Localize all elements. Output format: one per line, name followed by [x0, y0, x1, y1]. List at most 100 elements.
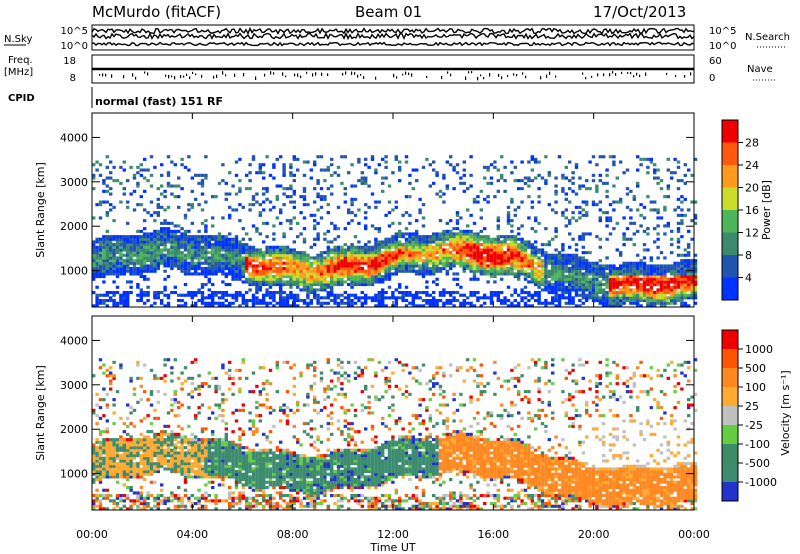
range-cell [425, 243, 429, 247]
range-cell [653, 240, 657, 244]
range-cell [187, 272, 191, 276]
range-cell [585, 261, 589, 265]
range-cell [513, 251, 517, 255]
noise-trace [91, 31, 695, 41]
range-cell [394, 299, 398, 303]
range-cell [557, 264, 562, 268]
range-cell [418, 267, 422, 271]
range-cell [149, 269, 154, 273]
range-cell [564, 176, 568, 180]
range-cell [139, 454, 143, 458]
range-cell [279, 280, 283, 284]
range-cell [146, 462, 150, 466]
range-cell [469, 256, 473, 260]
range-cell [139, 432, 143, 436]
range-cell [282, 251, 286, 255]
range-cell [316, 192, 320, 196]
range-cell [326, 251, 330, 255]
range-cell [285, 187, 290, 191]
range-cell [221, 261, 225, 265]
date-title: 17/Oct/2013 [593, 3, 686, 21]
range-cell [452, 235, 456, 239]
range-cell [384, 176, 388, 180]
range-cell [187, 376, 191, 380]
range-cell [557, 253, 562, 257]
range-cell [160, 440, 164, 444]
range-cell [197, 467, 201, 471]
range-cell [486, 168, 490, 172]
range-cell [598, 299, 602, 303]
range-cell [183, 464, 188, 468]
range-cell [673, 288, 677, 292]
range-cell [265, 264, 269, 268]
range-cell [455, 277, 460, 281]
range-cell [112, 235, 116, 239]
range-cell [166, 227, 171, 231]
range-cell [347, 283, 351, 287]
range-cell [204, 227, 208, 231]
range-cell [649, 285, 653, 289]
range-cell [323, 267, 327, 271]
range-cell [228, 272, 232, 276]
range-cell [197, 456, 201, 460]
range-cell [194, 251, 198, 255]
range-cell [673, 272, 677, 276]
range-cell [129, 443, 133, 447]
range-cell [187, 451, 191, 455]
range-cell [163, 374, 167, 378]
range-cell [595, 299, 599, 303]
range-cell [619, 304, 623, 308]
range-cell [221, 269, 225, 273]
range-cell [459, 253, 463, 257]
range-cell [496, 179, 500, 183]
range-cell [262, 293, 266, 297]
range-cell [653, 275, 657, 279]
range-cell [415, 264, 419, 268]
range-cell [187, 440, 191, 444]
range-cell [608, 291, 613, 295]
range-cell [262, 253, 266, 257]
range-cell [353, 213, 358, 217]
range-cell [687, 261, 691, 265]
nave-point [99, 74, 101, 76]
range-cell [255, 171, 259, 175]
range-cell [670, 176, 674, 180]
range-cell [180, 446, 184, 450]
range-cell [353, 301, 358, 305]
range-cell [683, 197, 687, 201]
range-cell [112, 264, 116, 268]
range-cell [418, 251, 422, 255]
range-cell [370, 269, 375, 273]
range-cell [265, 261, 269, 265]
range-cell [170, 432, 174, 436]
range-cell [472, 293, 477, 297]
range-cell [387, 240, 392, 244]
range-cell [343, 269, 347, 273]
range-cell [690, 269, 694, 273]
range-cell [285, 293, 290, 297]
range-cell [568, 256, 572, 260]
range-cell [319, 253, 324, 257]
range-cell [197, 496, 201, 500]
range-cell [690, 272, 694, 276]
range-cell [105, 454, 109, 458]
range-cell [506, 267, 511, 271]
range-cell [595, 189, 599, 193]
range-cell [265, 293, 269, 297]
range-cell [588, 187, 592, 191]
range-cell [289, 296, 293, 300]
range-cell [347, 208, 351, 212]
range-cell [520, 200, 524, 204]
range-cell [238, 264, 242, 268]
range-cell [666, 280, 670, 284]
range-cell [115, 267, 120, 271]
range-cell [272, 304, 276, 308]
range-cell [452, 243, 456, 247]
range-cell [258, 248, 262, 252]
range-cell [615, 304, 619, 308]
range-cell [554, 248, 558, 252]
range-cell [568, 301, 572, 305]
range-cell [153, 211, 157, 215]
range-cell [309, 256, 313, 260]
range-cell [153, 237, 157, 241]
